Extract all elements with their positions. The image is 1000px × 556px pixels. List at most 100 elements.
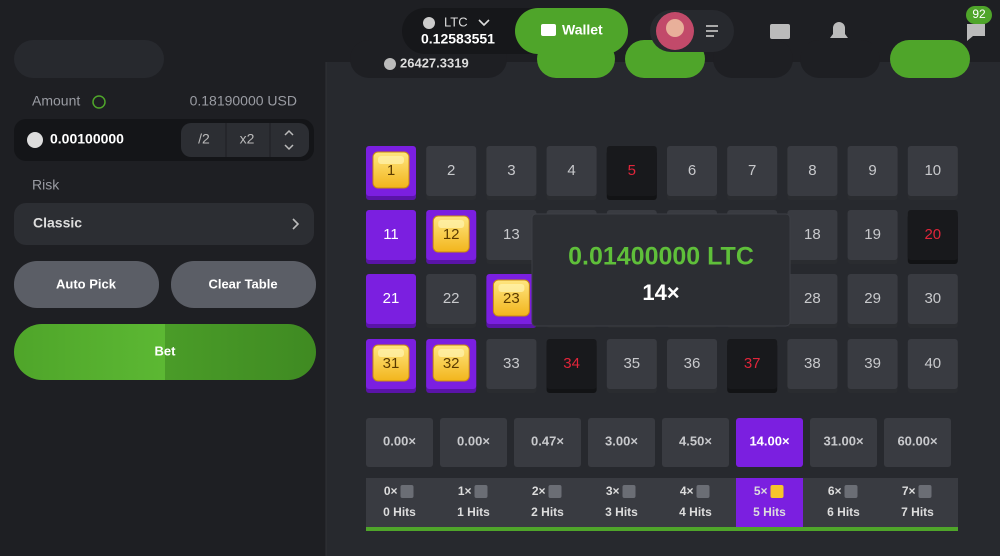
hits-count: 0× [384,484,398,498]
tile[interactable] [546,339,597,389]
payout-box [884,418,951,467]
hits-icon [622,485,636,498]
amount: 0.00100000 [50,131,124,147]
amount-controls [181,123,309,157]
hits-bar [366,478,958,528]
progress-line [366,527,958,531]
hits-icon [696,485,710,498]
tile[interactable] [907,339,958,389]
double-button[interactable]: x2 [240,131,255,147]
win-popup [531,213,791,327]
hits-label: 3 Hits [605,505,638,519]
tile-number: 34 [563,355,580,372]
hits-label: 2 Hits [531,505,564,519]
tile-number: 30 [924,290,941,307]
hits-count: 6× [828,484,842,498]
tile-number: 35 [623,355,640,372]
gem-shine [378,349,404,357]
hits-icon [400,485,414,498]
auto-pick-button[interactable] [14,261,159,308]
partial-button[interactable] [713,40,793,78]
win-amount: 0.01400000 LTC [568,243,754,271]
hits-count: 2× [532,484,546,498]
tile[interactable] [486,339,537,389]
tile[interactable] [847,274,898,324]
tile-number: 9 [868,162,876,179]
tile[interactable] [907,210,958,260]
chat-icon[interactable] [967,24,985,41]
half-button[interactable]: /2 [198,131,210,147]
tile[interactable] [847,146,898,196]
balance: 0.12583551 [421,31,495,47]
payout: 0.47× [531,433,564,448]
tile-number: 5 [628,162,636,179]
tile[interactable] [486,210,537,260]
tile-number: 39 [864,355,881,372]
clear-table-label: Clear Table [208,276,277,291]
tile-number: 38 [804,355,821,372]
tile-number: 2 [447,162,455,179]
notifications: 92 [972,7,986,21]
tile[interactable] [366,210,416,260]
tile[interactable] [907,274,958,324]
partial-pill [14,40,164,78]
tile[interactable] [667,339,717,389]
hits-count: 4× [680,484,694,498]
clear-table-button[interactable] [171,261,316,308]
auto-pick-label: Auto Pick [56,276,117,291]
tile[interactable] [787,339,838,389]
payout-box [514,418,581,467]
tile[interactable] [847,210,898,260]
tile-number: 7 [748,162,756,179]
hits-active [736,478,803,528]
wallet-icon [541,24,556,36]
currency: LTC [444,14,468,29]
bet-button[interactable] [14,324,316,380]
tile[interactable] [426,146,477,196]
tile-number: 12 [443,226,460,243]
hits-icon [548,485,562,498]
partial-button[interactable] [800,40,880,78]
amount-usd: 0.18190000 USD [190,93,297,109]
hits-icon [474,485,488,498]
hits-icon [918,485,932,498]
tile[interactable] [426,274,477,324]
hits-label: 5 Hits [753,505,786,519]
tile-number: 13 [503,226,520,243]
tile[interactable] [907,146,958,196]
risk-select[interactable] [14,203,314,245]
payout: 14.00× [749,433,790,448]
tile-number: 19 [864,226,881,243]
avatar-face [666,19,684,37]
gem-shine [438,349,465,357]
hits-count: 3× [606,484,620,498]
tile-number: 18 [804,226,821,243]
partial-button[interactable] [890,40,970,78]
tile[interactable] [847,339,898,389]
tile[interactable] [667,146,717,196]
hits-icon [770,485,784,498]
payout: 0.00× [457,433,490,448]
payout: 3.00× [605,433,638,448]
tile[interactable] [606,146,657,196]
tile[interactable] [366,274,416,324]
coin-icon [423,17,435,29]
mail-icon[interactable] [770,24,790,39]
tile-number: 36 [684,355,701,372]
tile[interactable] [727,146,778,196]
tile[interactable] [727,339,778,389]
hits-label: 7 Hits [901,505,934,519]
wallet-button[interactable] [515,8,628,54]
tile[interactable] [787,210,838,260]
bell-icon[interactable] [830,22,848,38]
tile-number: 33 [503,355,520,372]
tile[interactable] [546,146,597,196]
tile[interactable] [486,146,537,196]
tile[interactable] [606,339,657,389]
tile-number: 40 [924,355,941,372]
stepper[interactable] [284,129,294,151]
tile[interactable] [787,274,838,324]
risk-label: Risk [32,177,60,193]
tile[interactable] [787,146,838,196]
hits-count: 5× [754,484,768,498]
